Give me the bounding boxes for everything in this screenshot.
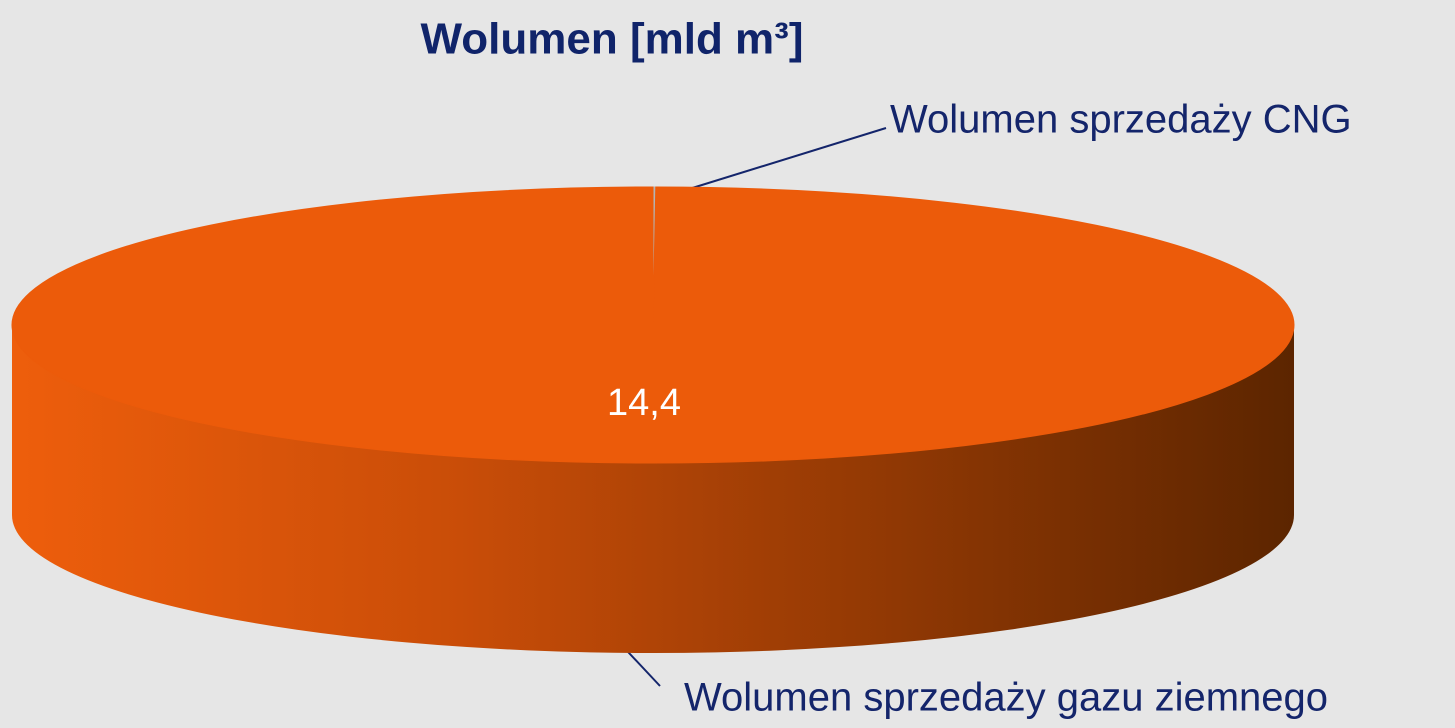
- data-label: 14,4: [607, 382, 681, 424]
- chart-title: Wolumen [mld m³]: [421, 15, 804, 64]
- category-label: Wolumen sprzedaży gazu ziemnego: [684, 676, 1328, 720]
- leader-line: [659, 127, 887, 199]
- slice: [11, 186, 1295, 464]
- slice-side: [12, 325, 1294, 653]
- category-label: Wolumen sprzedaży CNG: [890, 98, 1352, 142]
